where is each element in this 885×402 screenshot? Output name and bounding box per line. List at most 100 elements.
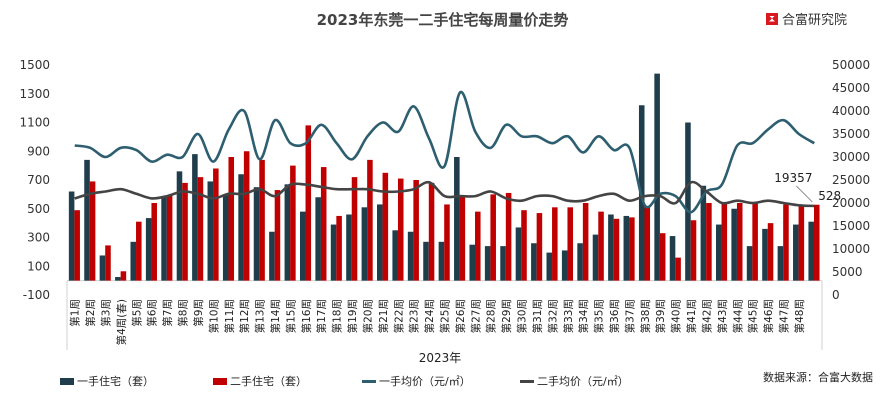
- bar-new-units: [592, 234, 599, 281]
- bar-new-units: [330, 224, 337, 281]
- bar-resale-units: [752, 203, 758, 281]
- bar-resale-units: [413, 180, 419, 281]
- x-axis-tick: 第21周: [377, 299, 390, 333]
- left-axis-tick: 500: [27, 202, 50, 216]
- x-axis-tick: 第5周: [130, 299, 143, 327]
- x-axis-tick: 第29周: [500, 299, 513, 333]
- x-axis-tick: 第6周: [146, 299, 159, 327]
- x-axis-title: 2023年: [419, 351, 462, 365]
- bar-new-units: [577, 243, 583, 281]
- bar-new-units: [700, 185, 707, 281]
- bar-new-units: [561, 250, 568, 281]
- bar-resale-units: [767, 223, 774, 281]
- bar-resale-units: [166, 195, 173, 281]
- left-axis-tick: 1100: [19, 116, 50, 130]
- bar-resale-units: [459, 195, 466, 281]
- x-axis-tick: 第45周: [747, 299, 760, 333]
- x-axis-tick: 第42周: [700, 299, 713, 333]
- bar-new-units: [84, 159, 90, 281]
- x-axis-tick: 第37周: [623, 299, 636, 333]
- legend-resale-price: 二手均价（元/㎡）: [520, 373, 629, 389]
- bar-new-units: [207, 181, 214, 281]
- bar-new-units: [238, 174, 244, 281]
- bar-resale-units: [536, 213, 543, 281]
- x-axis-tick: 第44周: [731, 299, 744, 333]
- bar-resale-units: [613, 218, 620, 281]
- bar-new-units: [115, 277, 121, 281]
- bar-resale-units: [274, 190, 281, 281]
- bar-resale-units: [320, 167, 327, 281]
- bar-new-units: [377, 204, 383, 281]
- right-axis-tick: 5000: [832, 265, 863, 279]
- x-axis-tick: 第48周: [793, 299, 806, 333]
- left-axis-tick: 900: [27, 144, 50, 158]
- x-axis-tick: 第20周: [361, 299, 374, 333]
- bar-resale-units: [567, 207, 574, 281]
- x-axis-tick: 第43周: [716, 299, 729, 333]
- left-axis-tick: 300: [27, 231, 50, 245]
- bar-resale-units: [228, 157, 235, 281]
- bar-new-units: [145, 218, 152, 281]
- bar-resale-units: [598, 211, 604, 281]
- bar-resale-units: [706, 203, 712, 281]
- bar-resale-units: [74, 210, 80, 281]
- bar-new-units: [269, 231, 275, 281]
- bar-new-units: [762, 228, 768, 281]
- bar-resale-units: [505, 192, 512, 281]
- x-axis-tick: 第12周: [238, 299, 251, 333]
- legend-resale-units: 二手住宅（套）: [213, 373, 307, 389]
- x-axis-tick: 第23周: [408, 299, 421, 333]
- bar-new-units: [793, 224, 799, 281]
- brand-logo-icon: [765, 12, 778, 25]
- bar-new-units: [392, 230, 398, 281]
- right-axis-tick: 35000: [832, 127, 870, 141]
- bar-resale-units: [552, 207, 558, 281]
- x-axis-tick: 第2周: [84, 299, 97, 327]
- bar-resale-units: [136, 221, 142, 281]
- bar-resale-units: [521, 210, 527, 281]
- x-axis-tick: 第35周: [593, 299, 606, 333]
- right-axis-tick: 50000: [832, 58, 870, 72]
- annotation-resale-price: 19357: [774, 171, 812, 185]
- bar-new-units: [746, 246, 753, 281]
- right-axis-tick: 45000: [832, 81, 870, 95]
- left-axis-tick: 1500: [19, 58, 50, 72]
- x-axis-tick: 第13周: [254, 299, 267, 333]
- bar-resale-units: [197, 177, 204, 281]
- bar-new-units: [192, 154, 198, 281]
- bar-new-units: [531, 243, 537, 281]
- bar-resale-units: [444, 204, 450, 281]
- bar-resale-units: [721, 203, 728, 281]
- bar-resale-units: [382, 172, 389, 281]
- bar-resale-units: [182, 182, 188, 281]
- bar-new-units: [161, 197, 167, 281]
- x-axis-tick: 第10周: [207, 299, 220, 333]
- right-axis-tick: 30000: [832, 150, 870, 164]
- x-axis-tick: 第25周: [439, 299, 452, 333]
- right-axis-tick: 25000: [832, 173, 870, 187]
- x-axis-tick: 第31周: [531, 299, 544, 333]
- bar-new-units: [299, 211, 306, 281]
- bar-resale-units: [89, 181, 96, 281]
- right-axis-tick: 40000: [832, 104, 870, 118]
- annotation-leader: [795, 185, 813, 203]
- x-axis-tick: 第30周: [516, 299, 529, 333]
- bar-resale-units: [582, 203, 589, 281]
- bar-resale-units: [336, 215, 342, 281]
- bar-new-units: [731, 208, 737, 281]
- bar-resale-units: [644, 207, 651, 281]
- bar-new-units: [484, 246, 491, 281]
- bar-resale-units: [798, 205, 805, 281]
- x-axis-tick: 第15周: [284, 299, 297, 333]
- legend-label: 二手均价（元/㎡）: [537, 375, 629, 388]
- x-axis-tick: 第16周: [300, 299, 313, 333]
- x-axis-tick: 第32周: [546, 299, 559, 333]
- bar-resale-units: [213, 168, 219, 281]
- x-axis-tick: 第40周: [670, 299, 683, 333]
- bar-resale-units: [736, 203, 743, 281]
- bar-resale-units: [243, 151, 250, 281]
- right-axis-tick: 15000: [832, 219, 870, 233]
- bar-new-units: [808, 221, 814, 281]
- x-axis-tick: 第46周: [762, 299, 775, 333]
- bar-new-units: [777, 246, 784, 281]
